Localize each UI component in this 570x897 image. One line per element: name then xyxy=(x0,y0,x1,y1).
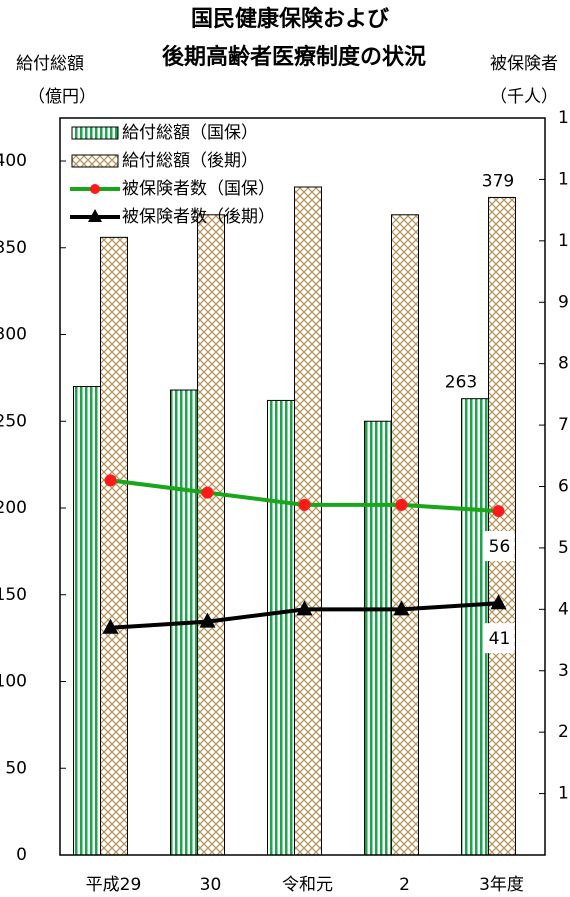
title-line: 国民健康保険および xyxy=(191,6,389,32)
y2-tick-label: 100 xyxy=(558,231,570,251)
marker xyxy=(395,498,408,511)
y-tick-label: 100 xyxy=(0,672,27,692)
y2-tick-label: 10 xyxy=(558,784,570,804)
marker xyxy=(296,600,313,616)
x-tick-label: 令和元 xyxy=(282,875,333,895)
y-tick-label: 400 xyxy=(0,151,27,171)
y-tick-label: 200 xyxy=(0,498,27,518)
marker xyxy=(393,600,410,616)
legend-label: 被保険者数（後期） xyxy=(122,207,275,227)
y2-tick-label: 60 xyxy=(558,477,570,497)
value-label: 263 xyxy=(445,373,477,393)
marker xyxy=(490,594,507,610)
label-box xyxy=(484,623,515,654)
value-label: 41 xyxy=(489,629,511,649)
x-tick-label: 平成29 xyxy=(86,875,142,895)
title-line: 後期高齢者医療制度の状況 xyxy=(162,44,426,70)
bar xyxy=(461,398,489,856)
y-axis-unit: （億円） xyxy=(28,87,96,107)
x-tick-label: 3年度 xyxy=(479,875,524,895)
marker xyxy=(201,486,214,499)
y2-axis-unit: （千人） xyxy=(490,87,558,107)
x-tick-label: 30 xyxy=(200,875,222,895)
y2-tick-label: 120 xyxy=(558,108,570,128)
y-tick-label: 250 xyxy=(0,411,27,431)
y2-tick-label: 90 xyxy=(558,292,570,312)
bar xyxy=(197,214,225,856)
y2-tick-label: 40 xyxy=(558,599,570,619)
y2-tick-label: 110 xyxy=(558,169,570,189)
y-tick-label: 50 xyxy=(5,758,27,778)
bar xyxy=(100,236,128,856)
y-tick-label: 350 xyxy=(0,238,27,258)
legend-swatch xyxy=(71,154,119,168)
bar xyxy=(488,196,516,856)
bar xyxy=(294,186,322,856)
y-tick-label: 0 xyxy=(16,845,27,865)
legend-label: 給付総額（国保） xyxy=(122,123,258,143)
legend-label: 給付総額（後期） xyxy=(122,151,258,171)
value-label: 56 xyxy=(489,537,511,557)
legend-marker xyxy=(90,184,100,194)
y2-tick-label: 70 xyxy=(558,415,570,435)
legend-marker xyxy=(88,209,102,222)
y2-axis-label: 被保険者 xyxy=(490,54,558,74)
marker xyxy=(104,474,117,487)
marker xyxy=(492,505,505,518)
y-axis-label: 給付総額 xyxy=(16,54,84,74)
y2-tick-label: 50 xyxy=(558,538,570,558)
y2-tick-label: 20 xyxy=(558,722,570,742)
bar xyxy=(73,386,101,856)
marker xyxy=(298,498,311,511)
legend-label: 被保険者数（国保） xyxy=(122,179,275,199)
marker xyxy=(102,618,119,634)
bar xyxy=(391,214,419,856)
y-tick-label: 300 xyxy=(0,325,27,345)
bar xyxy=(267,399,295,856)
y2-tick-label: 30 xyxy=(558,661,570,681)
plot-frame xyxy=(59,117,546,856)
marker xyxy=(199,612,216,628)
label-box xyxy=(484,531,515,562)
y2-tick-label: 80 xyxy=(558,354,570,374)
value-label: 379 xyxy=(482,171,514,191)
bar xyxy=(364,420,392,856)
x-tick-label: 2 xyxy=(399,875,410,895)
legend-swatch xyxy=(71,126,119,140)
y-tick-label: 150 xyxy=(0,585,27,605)
